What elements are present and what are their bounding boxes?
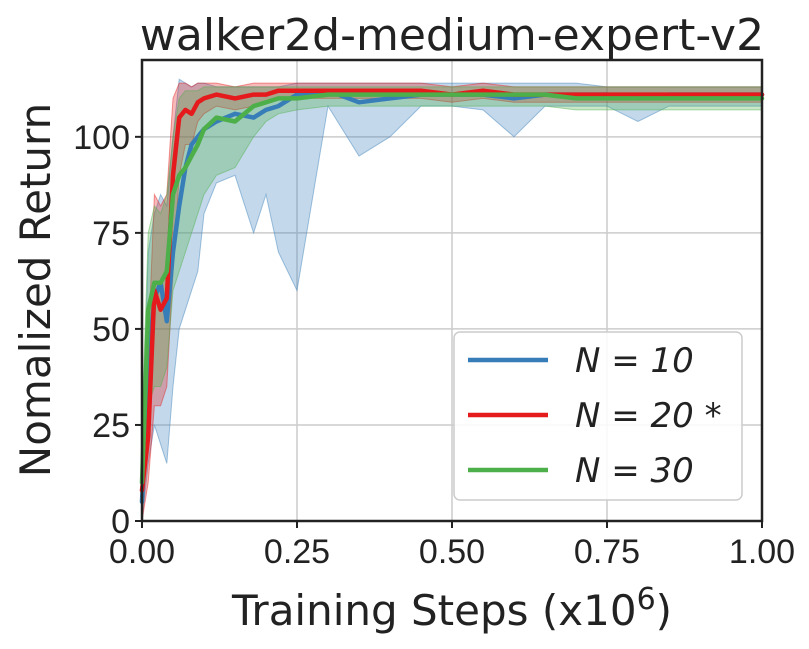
series-lines (139, 88, 765, 505)
series-line (139, 88, 765, 493)
series-line (139, 92, 765, 485)
legend-label: N = 10 (575, 341, 694, 381)
x-axis-label-main: Training Steps (x10 (231, 586, 637, 635)
x-axis-label: Training Steps (x106) (231, 582, 672, 635)
x-axis-label-close: ) (656, 586, 672, 635)
y-axis-ticks: 0 25 50 75 100 (73, 119, 142, 541)
x-axis-ticks: 0.00 0.25 0.50 0.75 1.00 (109, 521, 795, 571)
x-tick-label: 0.50 (419, 533, 485, 571)
y-tick-label: 25 (92, 407, 130, 445)
y-tick-label: 100 (73, 119, 130, 157)
y-tick-label: 75 (92, 215, 130, 253)
legend: N = 10 N = 20 * N = 30 (453, 331, 743, 501)
x-tick-label: 0.75 (574, 533, 640, 571)
x-tick-label: 0.00 (109, 533, 175, 571)
chart-title: walker2d-medium-expert-v2 (140, 10, 764, 61)
y-tick-label: 0 (111, 503, 130, 541)
y-axis-label: Nomalized Return (11, 103, 60, 477)
x-tick-label: 1.00 (729, 533, 795, 571)
x-tick-label: 0.25 (264, 533, 330, 571)
y-tick-label: 50 (92, 311, 130, 349)
x-axis-label-exponent: 6 (637, 582, 656, 617)
legend-label: N = 30 (575, 451, 694, 491)
legend-label: N = 20 * (575, 396, 722, 436)
legend-box (453, 331, 743, 501)
